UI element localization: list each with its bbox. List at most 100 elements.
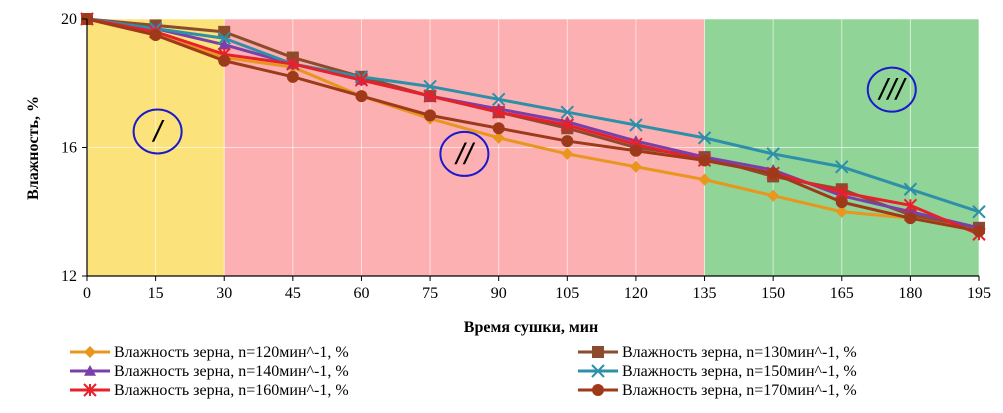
- series-1-point-10: [767, 189, 780, 202]
- series-line-6: [86, 17, 980, 233]
- zone-label-1: /: [151, 115, 164, 148]
- x-tick-label-9: 135: [693, 285, 717, 302]
- series-4-point-11-b: [835, 160, 849, 174]
- legend-item-6: Влажность зерна, n=170мин^-1, %: [578, 382, 857, 399]
- series-4-point-13: [972, 205, 986, 219]
- legend-label-6: Влажность зерна, n=170мин^-1, %: [622, 382, 857, 399]
- legend-marker-4-b: [591, 364, 605, 378]
- series-2-point-2: [218, 25, 231, 38]
- legend-label-3: Влажность зерна, n=140мин^-1, %: [114, 363, 349, 380]
- series-5-point-3: [286, 57, 300, 71]
- series-6-point-2: [218, 54, 231, 67]
- series-4-point-13-b: [972, 205, 986, 219]
- series-6-point-1: [149, 29, 162, 42]
- legend-marker-5: [83, 383, 97, 397]
- series-6: [81, 13, 985, 238]
- series-5-point-6: [491, 105, 506, 119]
- series-5-point-12: [903, 198, 918, 213]
- x-tick-label-1: 15: [148, 285, 164, 302]
- legend-item-2: Влажность зерна, n=130мин^-1, %: [578, 344, 857, 361]
- legend-item-1: Влажность зерна, n=120мин^-1, %: [70, 344, 349, 361]
- zone-circle-3: [866, 66, 917, 113]
- y-axis-title: Влажность, %: [25, 96, 42, 200]
- x-tick-label-13: 195: [967, 285, 991, 302]
- series-4-point-8: [629, 118, 643, 132]
- series-6-point-13: [973, 225, 985, 238]
- series-1-point-11: [835, 205, 848, 218]
- x-tick-label-4: 60: [353, 285, 369, 302]
- series-4-point-6-b: [491, 92, 506, 107]
- x-tick-label-5: 75: [422, 285, 438, 302]
- y-tick-label-2: 20: [61, 11, 77, 28]
- x-tick-label-12: 180: [898, 285, 922, 302]
- series-4-point-10-b: [766, 147, 780, 161]
- legend-marker-3: [84, 365, 96, 376]
- series-5: [80, 12, 986, 241]
- x-tick-label-6: 90: [491, 285, 507, 302]
- series-line-1: [86, 17, 980, 230]
- series-4-point-6: [491, 92, 506, 107]
- y-tick-label-1: 16: [61, 140, 77, 157]
- series-line-3: [86, 17, 980, 230]
- x-tick-label-11: 165: [830, 285, 854, 302]
- legend-marker-2: [592, 346, 604, 358]
- series-4-point-7-b: [560, 105, 575, 119]
- series-4-point-9-b: [697, 131, 712, 145]
- series-6-point-7: [561, 135, 574, 148]
- legend-marker-1: [84, 346, 96, 358]
- zone-circle-2: [439, 130, 490, 177]
- legend-marker-6: [592, 384, 604, 396]
- series-6-point-6: [492, 122, 505, 135]
- series-3-point-2: [218, 38, 231, 50]
- series-6-point-10: [767, 167, 780, 180]
- x-tick-label-0: 0: [83, 285, 91, 302]
- series-1-point-9: [698, 173, 711, 186]
- series-line-5: [86, 17, 980, 236]
- series-4-point-12-b: [903, 182, 918, 196]
- series-6-point-3: [286, 70, 299, 83]
- legend-item-3: Влажность зерна, n=140мин^-1, %: [70, 363, 349, 380]
- series-4-point-7: [560, 105, 575, 119]
- series-line-4: [86, 17, 980, 214]
- legend-label-4: Влажность зерна, n=150мин^-1, %: [622, 363, 857, 380]
- x-tick-label-3: 45: [285, 285, 301, 302]
- x-axis-title: Время сушки, мин: [464, 319, 598, 336]
- series-6-point-5: [424, 109, 437, 122]
- series-6-point-4: [355, 90, 368, 103]
- series-4-point-2: [217, 31, 231, 45]
- y-tick-label-0: 12: [61, 268, 77, 285]
- series-5-point-7: [560, 118, 575, 132]
- series-6-point-9: [698, 154, 711, 167]
- series-4-point-2-b: [217, 31, 231, 45]
- zone-label-2: //: [454, 138, 475, 171]
- legend-label-5: Влажность зерна, n=160мин^-1, %: [114, 382, 349, 399]
- series-line-2: [86, 17, 980, 230]
- x-tick-label-8: 120: [624, 285, 648, 302]
- series-4-point-10: [766, 147, 780, 161]
- series-4-point-5-b: [423, 79, 437, 94]
- legend-label-1: Влажность зерна, n=120мин^-1, %: [114, 344, 349, 361]
- series-5-point-5: [423, 89, 437, 103]
- series-1-point-6: [492, 131, 505, 144]
- legend-item-5: Влажность зерна, n=160мин^-1, %: [70, 382, 349, 399]
- legend-label-2: Влажность зерна, n=130мин^-1, %: [622, 344, 857, 361]
- x-tick-label-10: 150: [761, 285, 785, 302]
- series-4-point-8-b: [629, 118, 643, 132]
- legend-marker-4: [591, 364, 605, 378]
- series-4-point-9: [697, 131, 712, 145]
- zone-label-3: ///: [877, 74, 907, 107]
- series-1-point-7: [561, 147, 574, 160]
- zone-circle-1: [132, 108, 183, 155]
- series-4-point-11: [835, 160, 849, 174]
- series-6-point-11: [835, 196, 848, 209]
- x-tick-label-2: 30: [216, 285, 232, 302]
- series-6-point-8: [629, 144, 642, 157]
- legend-item-4: Влажность зерна, n=150мин^-1, %: [578, 363, 857, 380]
- series-4-point-5: [423, 79, 437, 94]
- series-6-point-12: [904, 212, 917, 225]
- series-1-point-8: [629, 160, 642, 173]
- series-4-point-12: [903, 182, 918, 196]
- x-tick-label-7: 105: [555, 285, 579, 302]
- series-5-point-4: [354, 73, 369, 87]
